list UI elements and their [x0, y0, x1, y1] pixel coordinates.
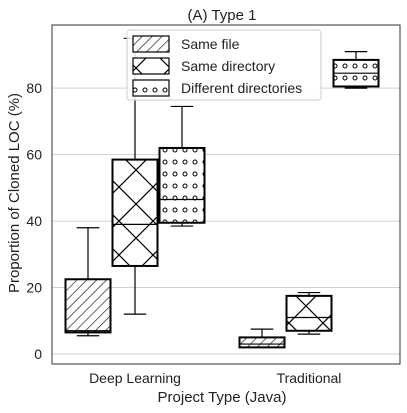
box: [111, 158, 159, 267]
x-tick-label: Deep Learning: [89, 370, 181, 386]
axes: 0 20 40 60 80 Deep Learning Traditional: [26, 24, 401, 386]
box-different-directories: [332, 50, 380, 89]
legend-swatch: [132, 35, 170, 53]
box: [238, 336, 286, 349]
axes-frame: [51, 24, 401, 365]
box: [285, 294, 333, 332]
x-tick-label: Traditional: [277, 370, 342, 386]
legend-swatch: [132, 79, 170, 97]
y-tick-label: 60: [26, 147, 42, 163]
x-axis-label: Project Type (Java): [158, 389, 287, 406]
box-same-file: [64, 227, 112, 337]
box-same-directory: [111, 37, 159, 315]
box: [64, 278, 112, 334]
legend-label: Different directories: [181, 80, 302, 96]
legend-swatch: [132, 57, 170, 75]
y-tick-label: 0: [34, 346, 42, 362]
legend: Same file Same directory Different directo…: [126, 29, 322, 101]
box-same-directory: [285, 291, 333, 335]
legend-label: Same file: [181, 36, 240, 52]
y-tick-label: 20: [26, 280, 42, 296]
y-axis-label: Proportion of Cloned LOC (%): [6, 93, 23, 293]
chart-title: (A) Type 1: [188, 7, 257, 24]
box: [158, 146, 206, 224]
y-tick-label: 40: [26, 213, 42, 229]
y-tick-label: 80: [26, 80, 42, 96]
box-same-file: [238, 328, 286, 349]
plot-area: [64, 37, 380, 349]
legend-box: [126, 29, 322, 101]
legend-label: Same directory: [181, 58, 275, 74]
box-different-directories: [158, 105, 206, 227]
